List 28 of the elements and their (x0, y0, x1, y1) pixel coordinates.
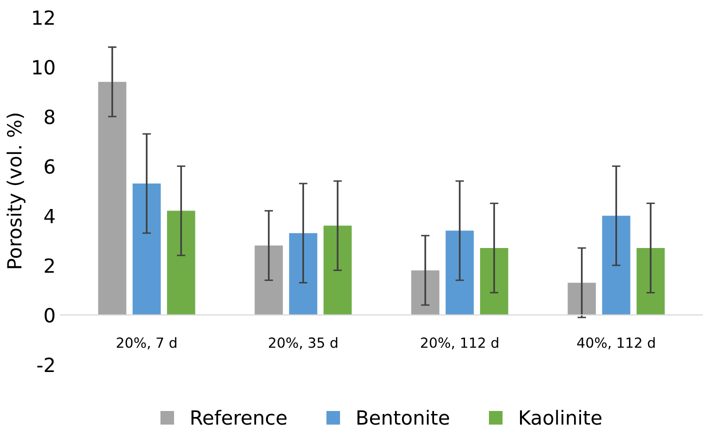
y-axis-title: Porosity (vol. %) (6, 114, 26, 268)
x-tick-label: 40%, 112 d (577, 337, 655, 350)
bar (568, 282, 596, 315)
x-tick-label: 20%, 35 d (268, 337, 338, 350)
y-tick-label: 10 (33, 60, 54, 75)
x-tick-label: 20%, 7 d (116, 337, 176, 350)
bar (167, 210, 196, 315)
y-tick-label: 4 (44, 208, 55, 224)
bar (480, 248, 508, 315)
y-tick-label: 2 (44, 258, 54, 273)
legend-label: Reference (192, 410, 286, 425)
bar (254, 246, 283, 315)
y-tick-label: 0 (44, 308, 54, 323)
x-tick-label: 20%, 112 d (421, 337, 498, 350)
y-tick-label: -2 (37, 358, 54, 372)
y-tick-label: 6 (44, 159, 55, 174)
bar (602, 216, 630, 315)
y-tick-label: 8 (44, 110, 54, 124)
bar (132, 184, 161, 315)
legend-label: Bentonite (358, 410, 450, 425)
bar (446, 230, 474, 315)
bar (411, 270, 440, 315)
bar (98, 82, 126, 315)
y-tick-label: 12 (33, 10, 54, 25)
bar (324, 226, 352, 315)
bar (636, 248, 665, 315)
legend-label: Kaolinite (520, 410, 602, 425)
bar (289, 233, 318, 315)
